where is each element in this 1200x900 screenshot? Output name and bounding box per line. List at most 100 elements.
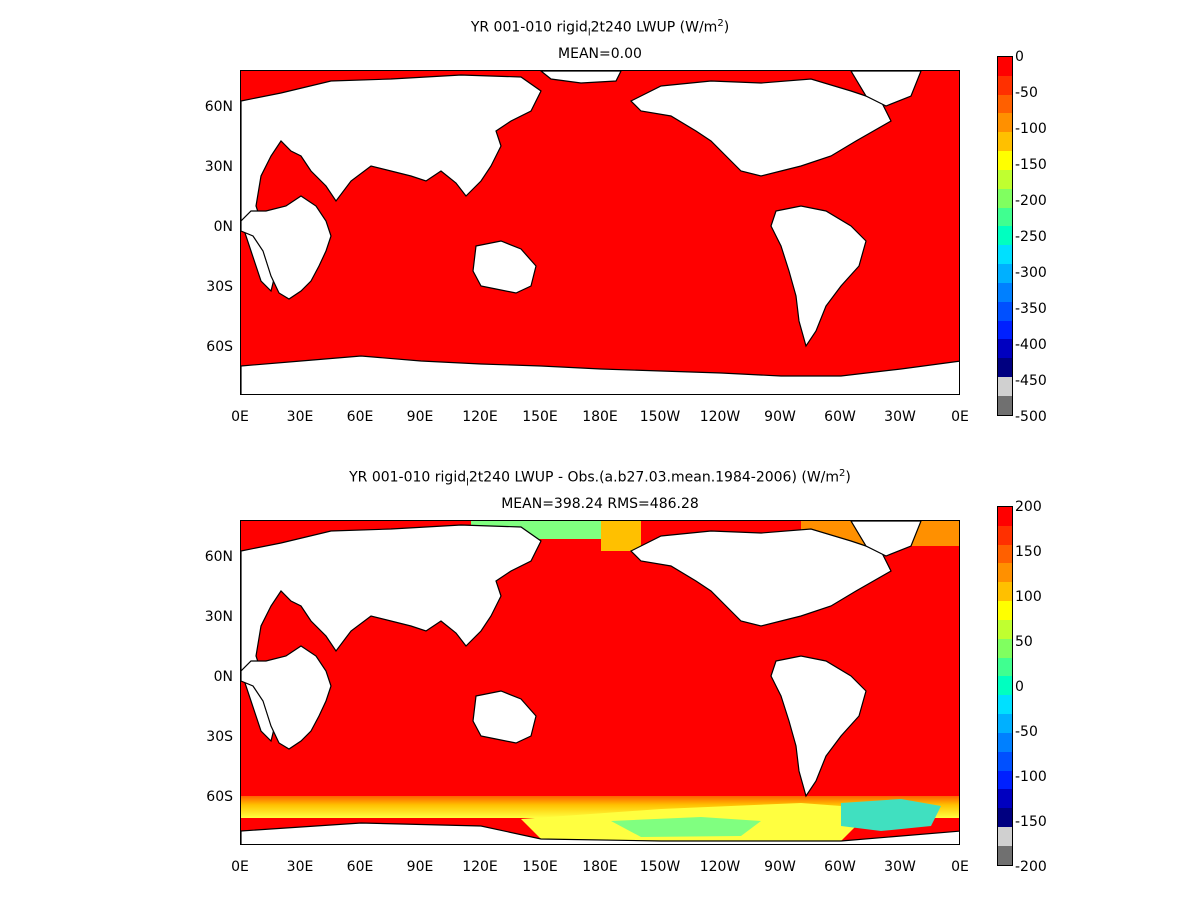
colorbar [997,506,1013,866]
colorbar-segment [998,714,1012,733]
lat-label-0n: 0N [213,219,233,235]
lat-label-30s: 30S [206,729,233,745]
colorbar-segment [998,207,1012,227]
lon-label: 30W [884,409,916,425]
colorbar-label: 0 [1015,679,1024,695]
colorbar-segment [998,732,1012,752]
map-area [240,70,960,395]
colorbar-segment [998,264,1012,283]
lon-label: 150E [522,409,558,425]
title-part-rest: 2t240 LWUP - Obs.(a.b27.03.mean.1984-200… [468,469,840,486]
colorbar-label: -50 [1015,724,1038,740]
lon-label: 150E [522,859,558,875]
lat-label-60n: 60N [204,99,233,115]
colorbar-label: 100 [1015,589,1042,605]
colorbar-label: -400 [1015,337,1047,353]
arctic-anomaly-orange [601,521,641,551]
title-part: YR 001-010 rigid [470,19,588,36]
panel-title: YR 001-010 rigidl2t240 LWUP (W/m2) [0,18,1200,38]
colorbar-segment [998,695,1012,715]
lon-label: 30E [286,859,314,875]
lon-label: 90W [764,859,796,875]
colorbar-segment [998,320,1012,340]
colorbar-label: 0 [1015,49,1024,65]
colorbar-segment [998,377,1012,396]
lon-label: 180E [582,859,618,875]
lon-label: 90W [764,409,796,425]
colorbar [997,56,1013,416]
colorbar-segment [998,245,1012,265]
title-sub: l [587,27,591,39]
lon-label: 90E [406,409,434,425]
colorbar-segment [998,789,1012,809]
lon-label: 150W [639,409,681,425]
lon-label: 30W [884,859,916,875]
colorbar-label: -450 [1015,373,1047,389]
land-mask [241,521,959,844]
title-end: ) [723,19,730,36]
panel-stats: MEAN=398.24 RMS=486.28 [501,496,699,512]
colorbar-label: 50 [1015,634,1033,650]
lon-label: 0E [951,409,969,425]
colorbar-segment [998,188,1012,208]
colorbar-segment [998,619,1012,639]
colorbar-segment [998,751,1012,771]
lat-label-0n: 0N [213,669,233,685]
colorbar-segment [998,301,1012,321]
colorbar-label: -150 [1015,814,1047,830]
colorbar-segment [998,638,1012,658]
panel-lwup: YR 001-010 rigidl2t240 LWUP (W/m2) MEAN=… [0,18,1200,425]
colorbar-segment [998,226,1012,246]
lon-label: 0E [231,859,249,875]
colorbar-segment [998,601,1012,620]
title-part: YR 001-010 rigid [349,469,467,486]
colorbar-label: -350 [1015,301,1047,317]
lat-label-30n: 30N [204,609,233,625]
colorbar-segment [998,358,1012,378]
lat-label-30s: 30S [206,279,233,295]
lon-label: 120E [462,409,498,425]
colorbar-segment [998,57,1012,76]
lon-label: 150W [639,859,681,875]
land-mask [241,71,959,394]
colorbar-segment [998,808,1012,828]
lat-label-60s: 60S [206,339,233,355]
colorbar-label: -200 [1015,193,1047,209]
lon-label: 0E [951,859,969,875]
title-part-rest: 2t240 LWUP (W/m [590,19,718,36]
title-sub: l [466,477,469,489]
colorbar-label: -300 [1015,265,1047,281]
colorbar-segment [998,113,1012,133]
title-end: ) [845,469,851,486]
lon-label: 180E [582,409,618,425]
lon-label: 120W [699,859,741,875]
colorbar-label: 150 [1015,544,1042,560]
colorbar-segment [998,563,1012,583]
colorbar-segment [998,132,1012,152]
colorbar-segment [998,169,1012,189]
panel-stats: MEAN=0.00 [558,46,642,62]
panel-title: YR 001-010 rigidl2t240 LWUP - Obs.(a.b27… [0,468,1200,488]
colorbar-segment [998,339,1012,359]
colorbar-label: -150 [1015,157,1047,173]
lon-label: 120E [462,859,498,875]
colorbar-segment [998,827,1012,846]
colorbar-segment [998,75,1012,95]
lat-label-60n: 60N [204,549,233,565]
title-sup: 2 [839,468,846,479]
colorbar-segment [998,507,1012,526]
colorbar-segment [998,525,1012,545]
colorbar-segment [998,582,1012,602]
lon-label: 30E [286,409,314,425]
lat-label-30n: 30N [204,159,233,175]
panel-lwup-minus-obs: YR 001-010 rigidl2t240 LWUP - Obs.(a.b27… [0,450,1200,900]
colorbar-label: -200 [1015,859,1047,875]
colorbar-label: 200 [1015,499,1042,515]
weddell-sea-anomaly [841,799,941,831]
lon-label: 60W [824,859,856,875]
colorbar-segment [998,657,1012,677]
title-sup: 2 [717,18,724,29]
colorbar-segment [998,94,1012,114]
colorbar-label: -100 [1015,769,1047,785]
lat-label-60s: 60S [206,789,233,805]
